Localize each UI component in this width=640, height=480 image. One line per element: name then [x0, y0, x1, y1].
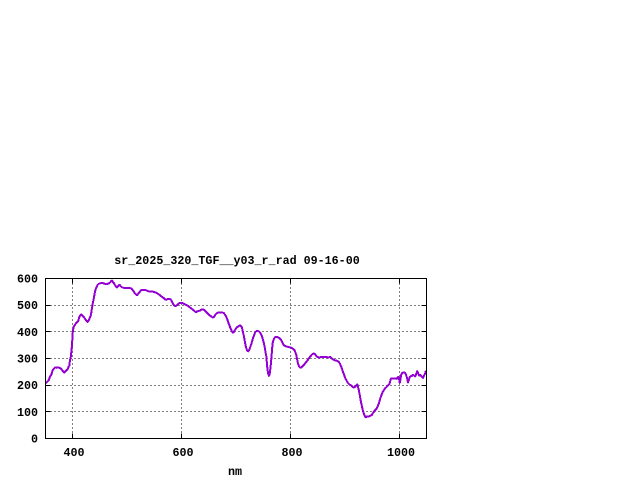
svg-text:sr_2025_320_TGF__y03_r_rad 09-: sr_2025_320_TGF__y03_r_rad 09-16-00 — [114, 254, 359, 268]
svg-text:300: 300 — [17, 353, 38, 367]
svg-text:0: 0 — [31, 433, 38, 447]
svg-text:800: 800 — [281, 446, 302, 460]
svg-text:400: 400 — [63, 446, 84, 460]
svg-text:nm: nm — [228, 465, 242, 479]
svg-text:100: 100 — [17, 406, 38, 420]
svg-text:200: 200 — [17, 379, 38, 393]
svg-text:600: 600 — [17, 273, 38, 287]
svg-text:1000: 1000 — [387, 446, 415, 460]
svg-text:600: 600 — [172, 446, 193, 460]
svg-text:500: 500 — [17, 299, 38, 313]
svg-text:400: 400 — [17, 326, 38, 340]
